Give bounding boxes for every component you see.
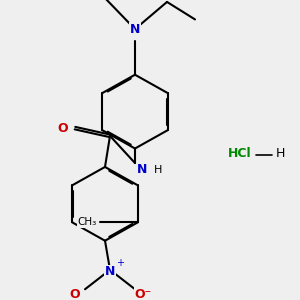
Text: H: H	[275, 147, 285, 160]
Text: CH₃: CH₃	[77, 217, 97, 227]
Text: N: N	[105, 265, 115, 278]
Text: O: O	[58, 122, 68, 135]
Text: N: N	[137, 164, 147, 176]
Text: HCl: HCl	[228, 147, 252, 160]
Text: H: H	[154, 165, 162, 175]
Text: O⁻: O⁻	[134, 288, 152, 300]
Text: O: O	[70, 288, 80, 300]
Text: +: +	[116, 258, 124, 268]
Text: N: N	[130, 22, 140, 36]
